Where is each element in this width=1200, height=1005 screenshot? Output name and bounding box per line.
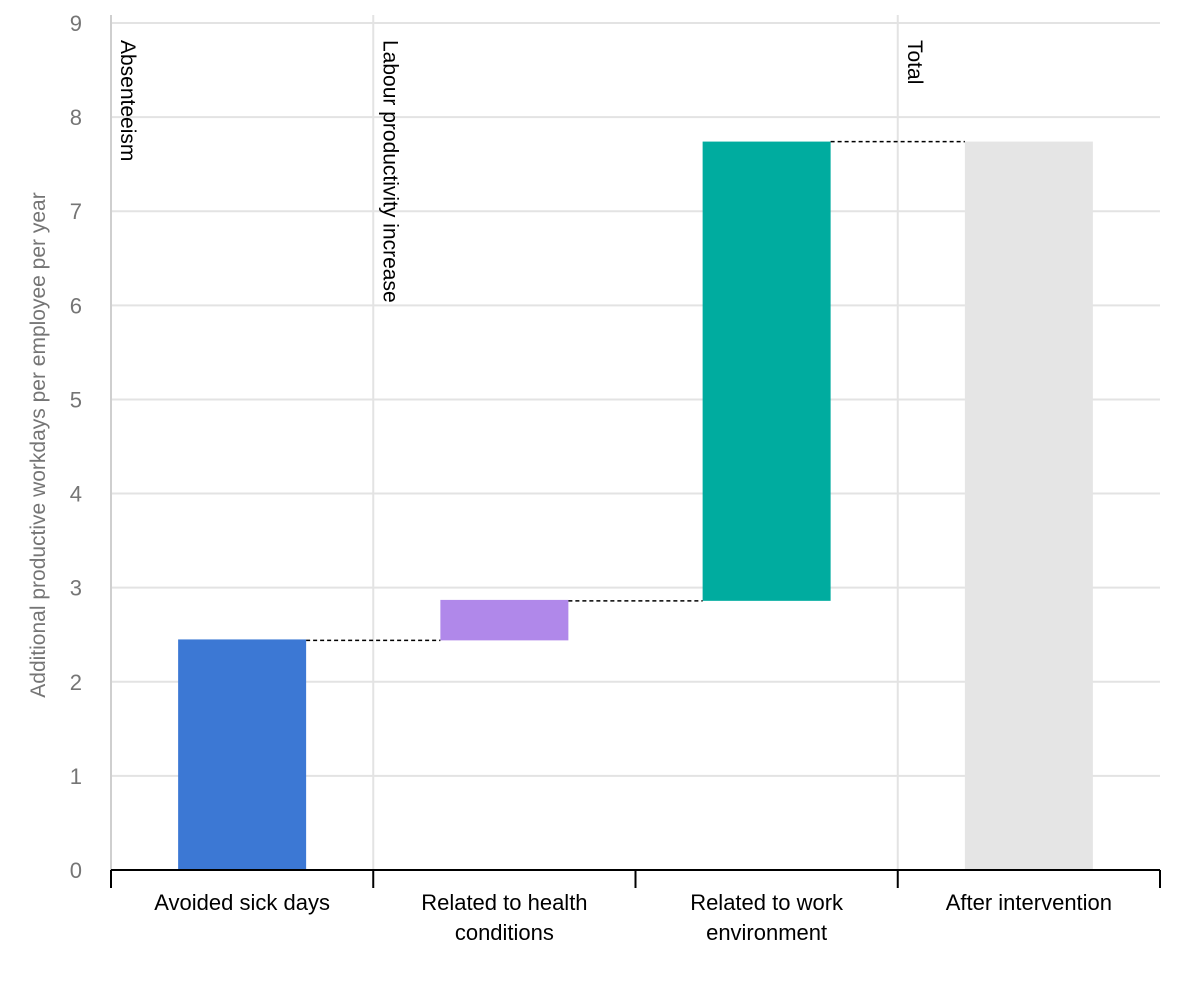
x-category-label: Related to work environment	[690, 890, 844, 945]
x-category-label: After intervention	[946, 890, 1112, 915]
y-tick-label: 6	[70, 293, 82, 318]
y-tick-label: 4	[70, 482, 82, 507]
bar	[178, 639, 307, 870]
x-category-label-line: environment	[706, 920, 827, 945]
connectors	[306, 140, 965, 642]
x-category-label: Related to health conditions	[421, 890, 587, 945]
y-tick-label: 5	[70, 387, 82, 412]
bar	[440, 599, 569, 641]
y-tick-label: 7	[70, 199, 82, 224]
x-category-label-line: After intervention	[946, 890, 1112, 915]
group-labels: Absenteeism Labour productivity increase T…	[116, 40, 926, 303]
y-axis-label: Additional productive workdays per emplo…	[27, 192, 50, 697]
x-category-label: Avoided sick days	[154, 890, 330, 915]
x-category-label-line: conditions	[455, 920, 554, 945]
y-tick-label: 0	[70, 858, 82, 883]
group-label: Absenteeism	[116, 40, 139, 161]
y-axis-ticks: 0 1 2 3 4 5 6 7 8 9	[70, 11, 82, 883]
bars	[178, 141, 1093, 870]
x-axis: Avoided sick days Related to health condit…	[110, 869, 1161, 945]
y-tick-label: 8	[70, 105, 82, 130]
group-label: Labour productivity increase	[378, 40, 401, 303]
group-label: Total	[903, 40, 926, 84]
bar	[964, 141, 1093, 870]
y-tick-label: 1	[70, 764, 82, 789]
x-category-label-line: Avoided sick days	[154, 890, 330, 915]
y-tick-label: 2	[70, 670, 82, 695]
x-category-label-line: Related to health	[421, 890, 587, 915]
bar	[702, 141, 831, 601]
y-tick-label: 9	[70, 11, 82, 36]
y-tick-label: 3	[70, 576, 82, 601]
x-category-label-line: Related to work	[690, 890, 844, 915]
